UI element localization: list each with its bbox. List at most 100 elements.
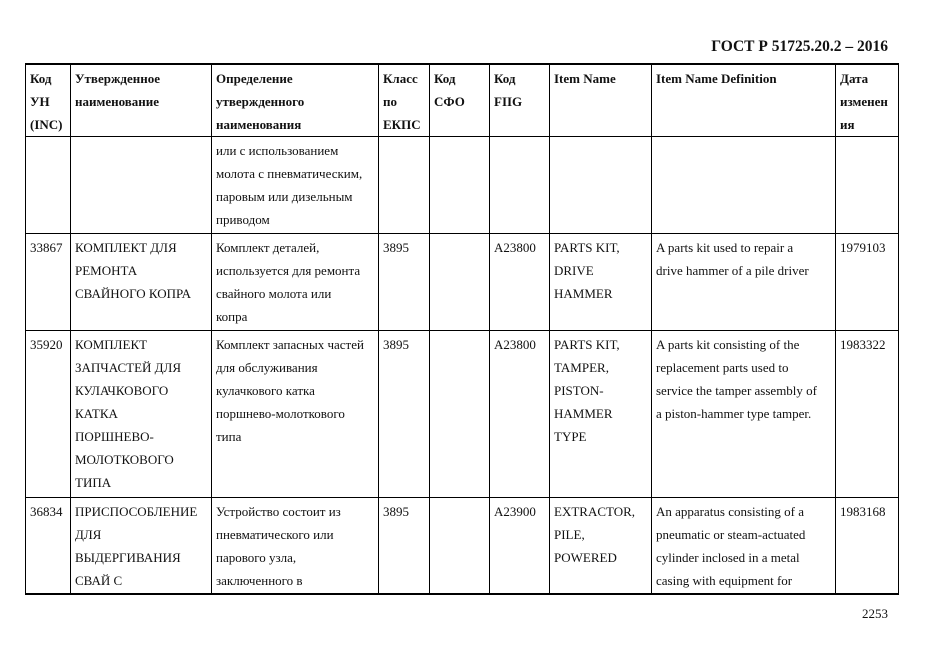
cell-line: Определение [216, 71, 293, 86]
header-row: Код УН (INC) Утвержденное наименование Опреде… [25, 63, 899, 137]
cell-line: КОМПЛЕКТ ДЛЯ [75, 240, 177, 255]
cell-line: Код [30, 71, 52, 86]
cell-ekps-class [378, 136, 430, 234]
cell-ekps-class: 3895 [378, 330, 430, 498]
header-definition: Определение утвержденного наименования [211, 63, 379, 137]
cell-line: POWERED [554, 550, 617, 565]
cell-line: используется для ремонта [216, 263, 361, 278]
cell-line: PARTS KIT, [554, 240, 620, 255]
cell-line: ЗАПЧАСТЕЙ ДЛЯ [75, 360, 182, 375]
header-inc-code: Код УН (INC) [25, 63, 71, 137]
cell-line: 1983322 [840, 337, 886, 352]
cell-line: Комплект деталей, [216, 240, 320, 255]
cell-inc-code [25, 136, 71, 234]
cell-line: Устройство состоит из [216, 504, 341, 519]
cell-item-name-definition: An apparatus consisting of a pneumatic or… [651, 497, 836, 595]
cell-line: HAMMER [554, 406, 613, 421]
cell-line: ия [840, 117, 855, 132]
cell-line: A parts kit used to repair a [656, 240, 794, 255]
header-ekps-class: Класс по ЕКПС [378, 63, 430, 137]
cell-line: service the tamper assembly of [656, 383, 817, 398]
cell-line: Дата [840, 71, 869, 86]
cell-line: casing with equipment for [656, 573, 793, 588]
cell-line: (INC) [30, 117, 63, 132]
cell-line: для обслуживания [216, 360, 318, 375]
cell-line: по [383, 94, 397, 109]
table-row: 36834 ПРИСПОСОБЛЕНИЕ ДЛЯ ВЫДЕРГИВАНИЯ СВАЙ С… [25, 497, 899, 595]
cell-item-name-definition: A parts kit consisting of the replacement… [651, 330, 836, 498]
cell-sfo-code [429, 330, 490, 498]
cell-line: a piston-hammer type tamper. [656, 406, 812, 421]
cell-definition: или с использованием молота с пневматичес… [211, 136, 379, 234]
cell-line: ЕКПС [383, 117, 421, 132]
cell-definition: Комплект деталей, используется для ремонт… [211, 233, 379, 331]
cell-line: или с использованием [216, 143, 339, 158]
cell-line: кулачкового катка [216, 383, 315, 398]
cell-line: Код [434, 71, 456, 86]
cell-line: 35920 [30, 337, 63, 352]
data-table: Код УН (INC) Утвержденное наименование Опреде… [25, 63, 899, 595]
cell-line: 36834 [30, 504, 63, 519]
cell-item-name-definition [651, 136, 836, 234]
header-item-name-definition: Item Name Definition [651, 63, 836, 137]
cell-line: A23800 [494, 337, 536, 352]
cell-line: парового узла, [216, 550, 297, 565]
cell-line: свайного молота или [216, 286, 332, 301]
cell-line: 33867 [30, 240, 63, 255]
cell-approved-name: КОМПЛЕКТ ДЛЯ РЕМОНТА СВАЙНОГО КОПРА [70, 233, 212, 331]
cell-line: ПРИСПОСОБЛЕНИЕ [75, 504, 198, 519]
cell-sfo-code [429, 497, 490, 595]
cell-line: PARTS KIT, [554, 337, 620, 352]
cell-item-name-definition: A parts kit used to repair a drive hammer… [651, 233, 836, 331]
cell-item-name: PARTS KIT, DRIVE HAMMER [549, 233, 652, 331]
cell-line: типа [216, 429, 242, 444]
table-row: или с использованием молота с пневматичес… [25, 136, 899, 234]
cell-line: Утвержденное [75, 71, 160, 86]
cell-line: Item Name Definition [656, 71, 777, 86]
cell-fiig-code: A23800 [489, 233, 550, 331]
cell-line: ВЫДЕРГИВАНИЯ [75, 550, 181, 565]
cell-fiig-code: A23800 [489, 330, 550, 498]
cell-line: 3895 [383, 504, 409, 519]
cell-approved-name: КОМПЛЕКТ ЗАПЧАСТЕЙ ДЛЯ КУЛАЧКОВОГО КАТКА ПОР… [70, 330, 212, 498]
header-item-name: Item Name [549, 63, 652, 137]
cell-line: Item Name [554, 71, 616, 86]
cell-ekps-class: 3895 [378, 497, 430, 595]
header-change-date: Дата изменен ия [835, 63, 899, 137]
cell-line: поршнево-молоткового [216, 406, 345, 421]
cell-definition: Комплект запасных частей для обслуживания… [211, 330, 379, 498]
cell-line: replacement parts used to [656, 360, 789, 375]
cell-line: приводом [216, 212, 270, 227]
cell-ekps-class: 3895 [378, 233, 430, 331]
cell-line: DRIVE [554, 263, 594, 278]
cell-line: КОМПЛЕКТ [75, 337, 148, 352]
cell-change-date: 1979103 [835, 233, 899, 331]
cell-line: наименования [216, 117, 302, 132]
cell-line: pneumatic or steam-actuated [656, 527, 806, 542]
cell-change-date: 1983322 [835, 330, 899, 498]
cell-line: СВАЙ С [75, 573, 123, 588]
cell-sfo-code [429, 233, 490, 331]
cell-line: PISTON- [554, 383, 604, 398]
cell-line: пневматического или [216, 527, 334, 542]
cell-line: заключенного в [216, 573, 303, 588]
cell-line: 1983168 [840, 504, 886, 519]
header-fiig-code: Код FIIG [489, 63, 550, 137]
cell-line: молота с пневматическим, [216, 166, 363, 181]
header-sfo-code: Код СФО [429, 63, 490, 137]
cell-line: An apparatus consisting of a [656, 504, 805, 519]
cell-line: Класс [383, 71, 418, 86]
cell-line: 3895 [383, 337, 409, 352]
cell-item-name: EXTRACTOR, PILE, POWERED [549, 497, 652, 595]
cell-line: drive hammer of a pile driver [656, 263, 809, 278]
cell-approved-name: ПРИСПОСОБЛЕНИЕ ДЛЯ ВЫДЕРГИВАНИЯ СВАЙ С [70, 497, 212, 595]
cell-line: СВАЙНОГО КОПРА [75, 286, 191, 301]
page-number: 2253 [862, 606, 888, 621]
cell-inc-code: 33867 [25, 233, 71, 331]
table-row: 35920 КОМПЛЕКТ ЗАПЧАСТЕЙ ДЛЯ КУЛАЧКОВОГО КАТ… [25, 330, 899, 498]
cell-line: УН [30, 94, 50, 109]
cell-line: 3895 [383, 240, 409, 255]
cell-definition: Устройство состоит из пневматического или… [211, 497, 379, 595]
cell-line: EXTRACTOR, [554, 504, 636, 519]
cell-line: паровым или дизельным [216, 189, 353, 204]
